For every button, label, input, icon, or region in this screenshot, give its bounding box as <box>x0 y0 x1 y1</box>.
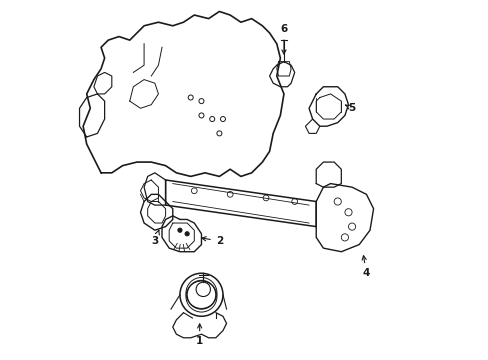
Text: 1: 1 <box>196 324 203 346</box>
Circle shape <box>184 231 189 236</box>
Text: 2: 2 <box>202 236 223 246</box>
Text: 6: 6 <box>280 24 287 54</box>
Text: 4: 4 <box>362 256 369 278</box>
Text: 3: 3 <box>151 230 159 246</box>
Circle shape <box>178 228 182 232</box>
Text: 5: 5 <box>345 103 355 113</box>
